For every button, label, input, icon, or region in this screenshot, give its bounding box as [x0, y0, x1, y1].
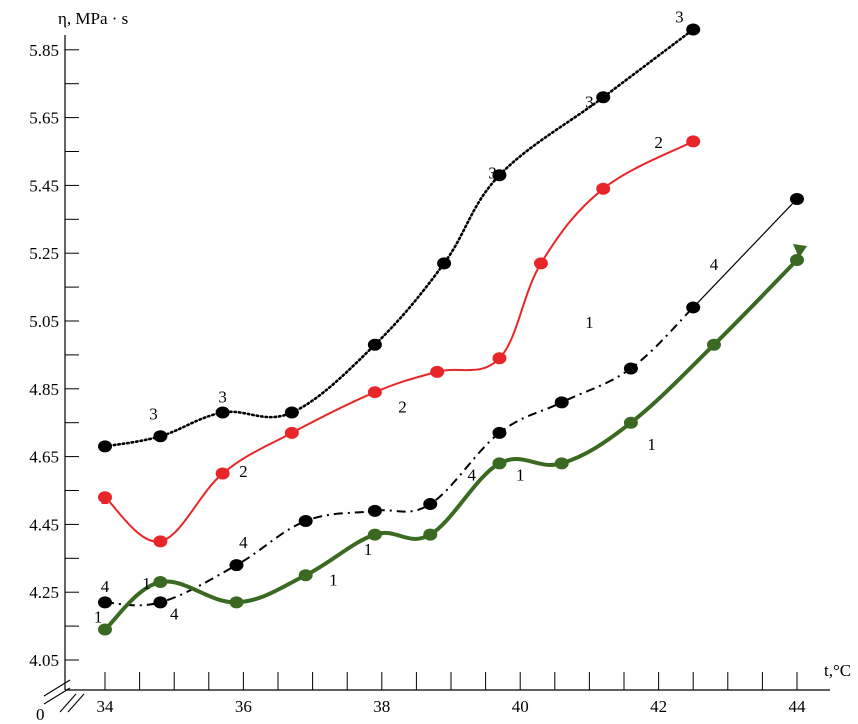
x-tick-label: 40: [512, 697, 529, 716]
series-3-point: [98, 440, 112, 453]
series-4-label: 4: [710, 255, 719, 274]
series-1-point: [423, 528, 438, 541]
series-4-point: [554, 396, 569, 409]
series-3-point: [596, 91, 611, 104]
y-tick-label: 5.45: [29, 176, 59, 195]
series-1-label: 1: [516, 465, 525, 484]
x-tick-label: 38: [373, 697, 390, 716]
series-2-point: [153, 535, 168, 548]
series-1-arrowhead: [793, 243, 807, 258]
y-tick-label: 4.65: [29, 448, 59, 467]
axis-break-mark: [43, 687, 71, 705]
series-3-line: [103, 28, 695, 448]
series-3-label: 3: [675, 8, 684, 27]
series-4-label: 4: [101, 577, 110, 596]
series-2-label: 2: [239, 462, 248, 481]
series-1-point: [298, 569, 313, 582]
series-2-point: [686, 135, 701, 148]
series-2-point: [533, 257, 548, 270]
series-1-label: 1: [585, 313, 594, 332]
y-tick-label: 5.25: [29, 244, 59, 263]
y-axis-label: η, MPa · s: [58, 9, 128, 28]
series-3-label: 3: [488, 164, 497, 183]
series-2-label: 2: [398, 398, 407, 417]
series-4-point: [367, 504, 382, 517]
axes: 4.05 4.25 4.45 4.65 4.85 5.05 5.25 5.45 5.65 5.85…: [29, 35, 830, 716]
series-2-point: [284, 426, 299, 439]
origin-label: 0: [36, 705, 45, 724]
series-1-label: 1: [142, 574, 151, 593]
x-axis-label: t,°C: [824, 661, 851, 680]
series-4-point: [229, 559, 244, 572]
series-3-point: [284, 406, 299, 419]
series-1-point: [554, 457, 569, 470]
series-2-point: [367, 386, 382, 399]
series-3-label: 3: [218, 387, 227, 406]
series-2-point: [215, 467, 230, 480]
series-4-label: 4: [239, 533, 248, 552]
y-tick-label: 4.45: [29, 515, 59, 534]
series-1-point: [367, 528, 382, 541]
series-3-label: 3: [585, 92, 594, 111]
series-3-point: [153, 430, 168, 443]
y-tick-label: 5.05: [29, 312, 59, 331]
series-2-label: 2: [101, 489, 110, 508]
series-points: [98, 23, 804, 636]
y-tick-label: 5.65: [29, 109, 59, 128]
series-3-point: [492, 169, 507, 182]
x-tick-label: 42: [650, 697, 667, 716]
series-2-point: [430, 365, 445, 378]
series-1-point: [790, 253, 804, 266]
series-4-point: [98, 596, 112, 609]
y-tick-label: 5.85: [29, 41, 59, 60]
series-4-point: [153, 596, 168, 609]
axis-break-mark: [43, 679, 71, 697]
series-1-line: [103, 258, 799, 632]
series-2-line: [104, 140, 694, 543]
axis-break-mark: [59, 693, 77, 713]
series-4-point: [298, 515, 313, 528]
series-1-point: [98, 623, 112, 636]
series-2-label: 2: [654, 133, 663, 152]
axis-break-mark: [67, 693, 85, 713]
series-3-point: [686, 23, 701, 36]
series-3-point: [215, 406, 230, 419]
series-1-label: 1: [94, 608, 103, 627]
y-tick-label: 4.05: [29, 651, 59, 670]
series-2-point: [596, 182, 611, 195]
series-1-point: [706, 338, 721, 351]
series-4-point: [623, 362, 638, 375]
series-3-label: 3: [149, 404, 158, 423]
series-4-point: [492, 426, 507, 439]
series-4-label: 4: [170, 604, 179, 623]
series-2-point: [98, 491, 112, 504]
series-4-line: [104, 306, 694, 607]
x-tick-label: 36: [235, 697, 252, 716]
y-tick-label: 4.25: [29, 583, 59, 602]
series-4-label: 4: [468, 465, 477, 484]
series-1-label: 1: [329, 570, 338, 589]
series-1-point: [153, 576, 168, 589]
series-1-label: 1: [364, 540, 373, 559]
series-curves: [103, 28, 807, 632]
series-1-point: [492, 457, 507, 470]
series-4-line-end: [692, 198, 798, 308]
series-3-point: [437, 257, 452, 270]
series-4-point: [790, 192, 804, 205]
y-tick-label: 4.85: [29, 380, 59, 399]
series-4-point: [686, 301, 701, 314]
series-1-point: [623, 416, 638, 429]
series-1-label: 1: [647, 435, 656, 454]
series-1-point: [229, 596, 244, 609]
x-tick-label: 44: [789, 697, 807, 716]
x-tick-label: 34: [97, 697, 115, 716]
series-3-point: [367, 338, 382, 351]
series-2-point: [492, 352, 507, 365]
series-4-point: [423, 498, 438, 511]
